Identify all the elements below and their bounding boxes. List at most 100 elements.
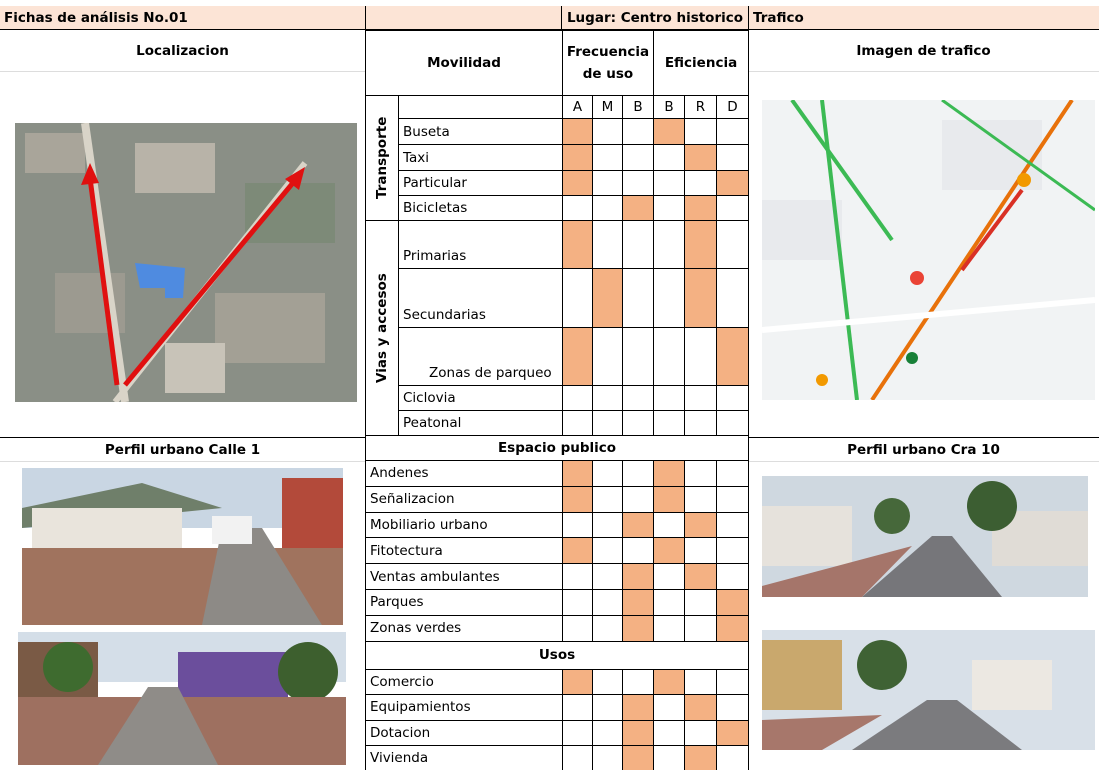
rating-cell <box>592 745 623 770</box>
rating-cell <box>684 385 717 411</box>
row-label: Señalizacion <box>365 485 563 513</box>
rating-column-header: A <box>562 95 593 119</box>
row-label: Equipamientos <box>365 694 563 721</box>
rating-cell <box>562 563 593 590</box>
rating-column-header: M <box>592 95 623 119</box>
rating-cell-filled <box>562 144 593 171</box>
rating-cell <box>592 144 623 171</box>
panel-title: Imagen de trafico <box>748 30 1099 72</box>
rating-cell-filled <box>716 327 749 386</box>
panel-title: Perfil urbano Calle 1 <box>0 437 365 462</box>
rating-cell <box>622 485 654 513</box>
row-label: Zonas verdes <box>365 614 563 642</box>
rating-cell-filled <box>716 614 749 642</box>
section-header: Espacio publico <box>365 435 749 461</box>
rating-cell <box>684 589 717 616</box>
row-label: Dotacion <box>365 719 563 747</box>
rating-cell-filled <box>653 460 685 487</box>
rating-column-header: B <box>653 95 685 119</box>
rating-cell <box>716 220 749 269</box>
rating-cell <box>622 460 654 487</box>
rating-cell <box>592 118 623 145</box>
street-photo <box>762 476 1088 597</box>
street-photo <box>18 632 346 765</box>
rating-cell <box>684 719 717 747</box>
rating-cell <box>592 668 623 696</box>
rating-cell-filled <box>562 460 593 487</box>
group-label: Transporte <box>365 95 399 221</box>
panel-title: Perfil urbano Cra 10 <box>748 437 1099 462</box>
rating-cell <box>653 268 685 328</box>
row-label: Primarias <box>398 220 563 269</box>
rating-cell-filled <box>716 170 749 196</box>
rating-cell <box>592 719 623 747</box>
rating-cell <box>592 537 623 565</box>
rating-cell <box>684 668 717 696</box>
rating-cell-filled <box>653 668 685 696</box>
rating-cell <box>716 410 749 436</box>
blank-cell <box>398 95 563 119</box>
panel-title: Localizacion <box>0 30 365 72</box>
rating-cell <box>562 694 593 721</box>
rating-cell-filled <box>684 563 717 590</box>
rating-cell-filled <box>562 327 593 386</box>
rating-cell <box>562 268 593 328</box>
rating-cell <box>716 537 749 565</box>
rating-cell <box>684 485 717 513</box>
rating-cell <box>653 745 685 770</box>
rating-cell <box>592 460 623 487</box>
rating-cell <box>716 694 749 721</box>
rating-cell <box>592 614 623 642</box>
rating-cell-filled <box>562 220 593 269</box>
rating-cell-filled <box>653 537 685 565</box>
rating-cell <box>716 460 749 487</box>
rating-cell <box>684 614 717 642</box>
rating-cell <box>653 195 685 221</box>
rating-cell <box>592 485 623 513</box>
row-label: Bicicletas <box>398 195 563 221</box>
rating-cell <box>653 719 685 747</box>
rating-cell-filled <box>684 694 717 721</box>
rating-column-header: D <box>716 95 749 119</box>
rating-cell <box>716 745 749 770</box>
rating-cell <box>653 614 685 642</box>
row-label: Taxi <box>398 144 563 171</box>
rating-cell <box>653 327 685 386</box>
rating-cell <box>716 118 749 145</box>
rating-cell <box>592 511 623 539</box>
rating-cell-filled <box>622 614 654 642</box>
rating-cell-filled <box>622 589 654 616</box>
row-label: Ventas ambulantes <box>365 563 563 590</box>
row-label: Buseta <box>398 118 563 145</box>
rating-cell <box>562 589 593 616</box>
row-label: Zonas de parqueo <box>398 327 563 386</box>
rating-cell <box>653 144 685 171</box>
rating-cell <box>622 410 654 436</box>
rating-cell <box>592 170 623 196</box>
traffic-label: Trafico <box>748 6 1099 30</box>
rating-cell <box>562 719 593 747</box>
rating-cell <box>716 485 749 513</box>
rating-cell <box>562 511 593 539</box>
rating-cell <box>653 385 685 411</box>
rating-cell <box>592 195 623 221</box>
rating-cell <box>622 537 654 565</box>
rating-cell <box>653 563 685 590</box>
rating-cell-filled <box>592 268 623 328</box>
rating-cell-filled <box>622 195 654 221</box>
rating-cell-filled <box>684 144 717 171</box>
row-label: Fitotectura <box>365 537 563 565</box>
row-label: Secundarias <box>398 268 563 328</box>
rating-cell <box>622 220 654 269</box>
rating-cell-filled <box>653 118 685 145</box>
group-label: Vias y accesos <box>365 220 399 436</box>
rating-cell-filled <box>622 694 654 721</box>
rating-cell <box>684 327 717 386</box>
rating-cell <box>592 589 623 616</box>
row-label: Peatonal <box>398 410 563 436</box>
rating-cell <box>622 170 654 196</box>
rating-cell-filled <box>562 170 593 196</box>
traffic-map <box>762 100 1095 400</box>
column-header: Movilidad <box>365 30 563 96</box>
rating-column-header: R <box>684 95 717 119</box>
